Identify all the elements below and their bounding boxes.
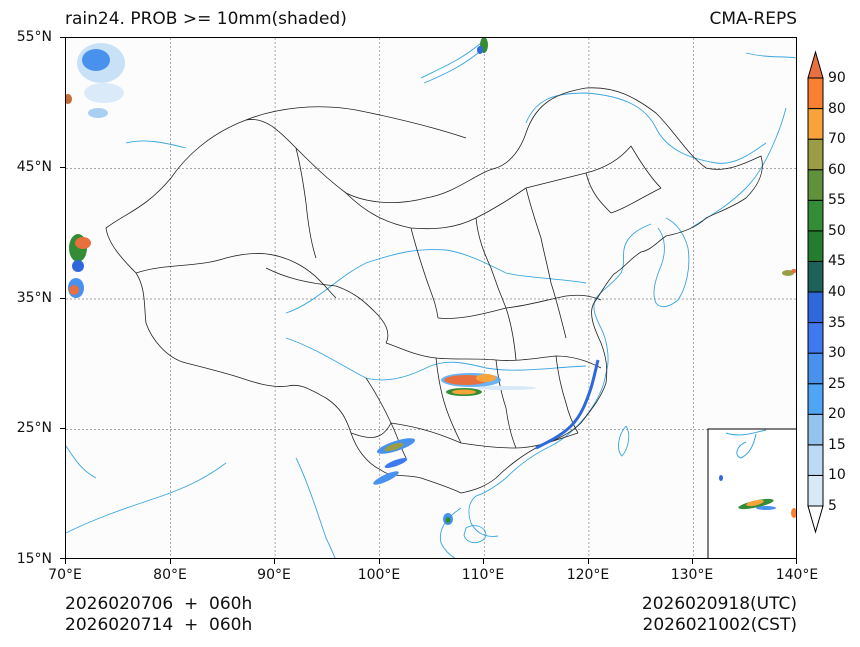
colorbar <box>807 50 824 534</box>
colorbar-label: 45 <box>828 253 846 270</box>
colorbar-label: 35 <box>828 314 846 331</box>
lon-tick <box>796 559 797 564</box>
colorbar-segment <box>807 260 824 293</box>
colorbar-label: 60 <box>828 161 846 178</box>
lon-label-130: 130°E <box>670 567 714 583</box>
lat-label-55: 55°N <box>16 29 52 45</box>
colorbar-segment <box>807 108 824 140</box>
lon-label-100: 100°E <box>357 567 401 583</box>
valid-time-cst: 2026021002(CST) <box>642 615 797 635</box>
lat-tick <box>60 167 65 168</box>
lat-label-45: 45°N <box>16 159 52 175</box>
gridlines <box>66 38 796 558</box>
colorbar-segment <box>807 169 824 201</box>
colorbar-segment <box>807 77 824 110</box>
colorbar-segment <box>807 291 824 324</box>
colorbar-label: 25 <box>828 375 846 392</box>
lon-tick <box>379 559 380 564</box>
colorbar-label: 70 <box>828 131 846 148</box>
model-name: CMA-REPS <box>709 9 797 29</box>
colorbar-segment <box>807 352 824 385</box>
colorbar-label: 80 <box>828 100 846 117</box>
lon-tick <box>692 559 693 564</box>
lon-label-120: 120°E <box>566 567 610 583</box>
lat-tick <box>60 298 65 299</box>
map-canvas <box>66 38 796 558</box>
colorbar-over-arrow <box>807 50 824 79</box>
probability-shading <box>66 38 796 525</box>
colorbar-label: 10 <box>828 467 846 484</box>
colorbar-segment <box>807 138 824 171</box>
lon-tick <box>588 559 589 564</box>
lat-label-25: 25°N <box>16 420 52 436</box>
lon-label-90: 90°E <box>257 567 291 583</box>
colorbar-label: 15 <box>828 436 846 453</box>
lat-label-15: 15°N <box>16 551 52 567</box>
valid-time-utc: 2026020918(UTC) <box>641 594 797 614</box>
lat-tick <box>60 37 65 38</box>
lon-tick <box>274 559 275 564</box>
boundaries <box>105 87 763 494</box>
lon-label-110: 110°E <box>461 567 505 583</box>
coastlines-rivers <box>66 42 796 558</box>
lat-tick <box>60 558 65 559</box>
colorbar-segment <box>807 199 824 232</box>
init-time-block: 2026020706 + 060h 2026020714 + 060h <box>65 594 252 636</box>
lon-label-70: 70°E <box>48 567 82 583</box>
colorbar-segment <box>807 474 824 507</box>
chart-title: rain24. PROB >= 10mm(shaded) <box>65 9 347 29</box>
lon-label-140: 140°E <box>775 567 819 583</box>
colorbar-segment <box>807 230 824 262</box>
init-time-utc: 2026020706 + 060h <box>65 594 253 614</box>
map-panel: No: GS (2019) 1786 <box>65 37 797 559</box>
colorbar-label: 20 <box>828 406 846 423</box>
colorbar-label: 55 <box>828 192 846 209</box>
colorbar-label: 90 <box>828 70 846 86</box>
inset-south-china-sea <box>707 428 796 558</box>
lat-label-35: 35°N <box>16 290 52 306</box>
colorbar-label: 5 <box>828 498 837 514</box>
lon-tick <box>65 559 66 564</box>
lon-tick <box>170 559 171 564</box>
colorbar-segment <box>807 444 824 476</box>
colorbar-segment <box>807 322 824 354</box>
colorbar-under-arrow <box>807 505 824 534</box>
lon-label-80: 80°E <box>153 567 187 583</box>
colorbar-label: 40 <box>828 284 846 300</box>
lon-tick <box>483 559 484 564</box>
colorbar-segment <box>807 383 824 415</box>
init-time-cst: 2026020714 + 060h <box>65 615 253 635</box>
valid-time-block: 2026020918(UTC) 2026021002(CST) <box>642 594 797 636</box>
colorbar-label: 30 <box>828 345 846 362</box>
colorbar-segment <box>807 413 824 446</box>
colorbar-label: 50 <box>828 222 846 239</box>
lat-tick <box>60 428 65 429</box>
